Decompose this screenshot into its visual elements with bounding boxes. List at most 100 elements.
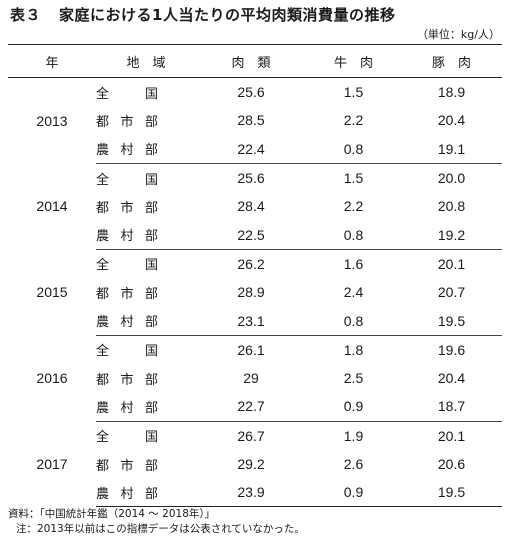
area-label: 農村部 — [96, 315, 158, 331]
pork-value-cell: 20.7 — [437, 284, 466, 301]
beef-value-cell: 0.8 — [306, 306, 401, 336]
table-row: 2015 全 国 26.2 1.6 20.1 — [8, 249, 502, 300]
beef-value-cell: 2.5 — [343, 370, 364, 387]
table-body: 2013 全 国 25.6 1.5 18.9 都市部 28.5 2.2 20.4 農村部 22.4 0… — [8, 78, 502, 508]
pork-value-cell: 20.1 — [437, 255, 466, 272]
meat-value-cell: 25.6 — [237, 170, 265, 187]
area-cell: 農村部 — [96, 392, 196, 422]
year-cell: 2014 — [36, 198, 68, 215]
area-label: 農村部 — [96, 486, 158, 502]
pork-value-cell: 20.1 — [437, 427, 466, 444]
pork-value-cell: 19.5 — [401, 306, 502, 336]
meat-value-cell: 22.7 — [196, 392, 306, 422]
meat-value-cell: 22.4 — [196, 134, 306, 164]
area-label: 都市部 — [96, 458, 158, 474]
table-row: 2017 全 国 26.7 1.9 20.1 — [8, 421, 502, 472]
area-cell: 全 国 — [96, 163, 196, 192]
area-label: 全 国 — [96, 172, 158, 188]
beef-value-cell: 1.6 — [343, 255, 364, 272]
area-cell: 都市部 — [96, 278, 196, 306]
table-row: 農村部 22.5 0.8 19.2 — [8, 220, 502, 250]
beef-value-cell: 1.9 — [343, 427, 364, 444]
meat-value-cell: 29 — [243, 370, 259, 387]
area-label: 農村部 — [96, 143, 158, 159]
pork-value-cell: 20.4 — [437, 112, 466, 129]
header-row: 年 地 域 肉 類 牛 肉 豚 肉 — [8, 44, 502, 78]
area-cell: 都市部 — [96, 106, 196, 134]
table-title: 表３ 家庭における1人当たりの平均肉類消費量の推移 — [10, 4, 395, 25]
meat-value-cell: 26.1 — [237, 341, 265, 358]
pork-value-cell: 19.6 — [437, 341, 466, 358]
area-cell: 全 国 — [96, 335, 196, 364]
beef-value-cell: 2.4 — [343, 284, 364, 301]
source-note: 資料：「中国統計年鑑（2014 ～ 2018年）」 — [8, 508, 216, 520]
year-cell: 2013 — [36, 112, 68, 129]
area-label: 農村部 — [96, 229, 158, 245]
beef-value-cell: 2.6 — [343, 456, 364, 472]
area-cell: 農村部 — [96, 220, 196, 250]
meat-value-cell: 23.9 — [196, 478, 306, 508]
table-row: 農村部 22.4 0.8 19.1 — [8, 134, 502, 164]
table-row: 都市部 29 2.5 20.4 — [8, 364, 502, 392]
meat-value-cell: 28.5 — [237, 112, 265, 129]
beef-value-cell: 0.8 — [306, 220, 401, 250]
pork-value-cell: 20.0 — [437, 170, 466, 187]
table-row: 都市部 29.2 2.6 20.6 — [8, 450, 502, 478]
disclosure-note: 注：2013年以前はこの指標データは公表されていなかった。 — [16, 523, 305, 535]
table-row: 農村部 22.7 0.9 18.7 — [8, 392, 502, 422]
table-row: 農村部 23.9 0.9 19.5 — [8, 478, 502, 508]
area-cell: 農村部 — [96, 134, 196, 164]
unit-label: （単位：kg/人） — [416, 28, 500, 41]
area-cell: 全 国 — [96, 249, 196, 278]
header-area: 地 域 — [96, 44, 196, 78]
meat-value-cell: 23.1 — [196, 306, 306, 336]
area-cell: 都市部 — [96, 192, 196, 220]
table-row: 都市部 28.4 2.2 20.8 — [8, 192, 502, 220]
table-row: 2013 全 国 25.6 1.5 18.9 — [8, 78, 502, 129]
area-cell: 全 国 — [96, 421, 196, 450]
beef-value-cell: 1.8 — [343, 341, 364, 358]
beef-value-cell: 0.9 — [306, 392, 401, 422]
area-label: 全 国 — [96, 258, 158, 274]
area-label: 全 国 — [96, 86, 158, 102]
pork-value-cell: 20.6 — [437, 456, 466, 472]
area-label: 農村部 — [96, 400, 158, 416]
table-row: 2014 全 国 25.6 1.5 20.0 — [8, 163, 502, 214]
header-pork: 豚 肉 — [401, 44, 502, 78]
pork-value-cell: 19.2 — [401, 220, 502, 250]
beef-value-cell: 0.9 — [306, 478, 401, 508]
meat-value-cell: 26.2 — [237, 255, 265, 272]
table-title-text: 家庭における1人当たりの平均肉類消費量の推移 — [59, 6, 396, 24]
year-cell: 2015 — [36, 284, 68, 301]
area-label: 全 国 — [96, 344, 158, 360]
pork-value-cell: 20.8 — [437, 198, 466, 215]
meat-value-cell: 25.6 — [237, 84, 265, 101]
area-label: 全 国 — [96, 430, 158, 446]
area-label: 都市部 — [96, 286, 158, 302]
pork-value-cell: 18.9 — [437, 84, 466, 101]
area-cell: 農村部 — [96, 478, 196, 508]
meat-value-cell: 28.4 — [237, 198, 265, 215]
meat-value-cell: 26.7 — [237, 427, 265, 444]
table-row: 2016 全 国 26.1 1.8 19.6 — [8, 335, 502, 386]
header-year: 年 — [8, 44, 96, 78]
table-row: 都市部 28.9 2.4 20.7 — [8, 278, 502, 306]
year-cell: 2016 — [36, 370, 68, 387]
area-label: 都市部 — [96, 200, 158, 216]
beef-value-cell: 2.2 — [343, 112, 364, 129]
area-cell: 全 国 — [96, 78, 196, 107]
header-meat: 肉 類 — [196, 44, 306, 78]
area-cell: 農村部 — [96, 306, 196, 336]
area-cell: 都市部 — [96, 450, 196, 478]
header-beef: 牛 肉 — [306, 44, 401, 78]
consumption-table: 年 地 域 肉 類 牛 肉 豚 肉 2013 全 国 25.6 1.5 18.9 都市部 2… — [8, 44, 502, 508]
area-label: 都市部 — [96, 372, 158, 388]
beef-value-cell: 0.8 — [306, 134, 401, 164]
pork-value-cell: 19.1 — [401, 134, 502, 164]
meat-value-cell: 28.9 — [237, 284, 265, 301]
table-row: 農村部 23.1 0.8 19.5 — [8, 306, 502, 336]
table-number: 表３ — [10, 6, 42, 24]
beef-value-cell: 1.5 — [343, 170, 364, 187]
area-cell: 都市部 — [96, 364, 196, 392]
meat-value-cell: 29.2 — [237, 456, 265, 472]
